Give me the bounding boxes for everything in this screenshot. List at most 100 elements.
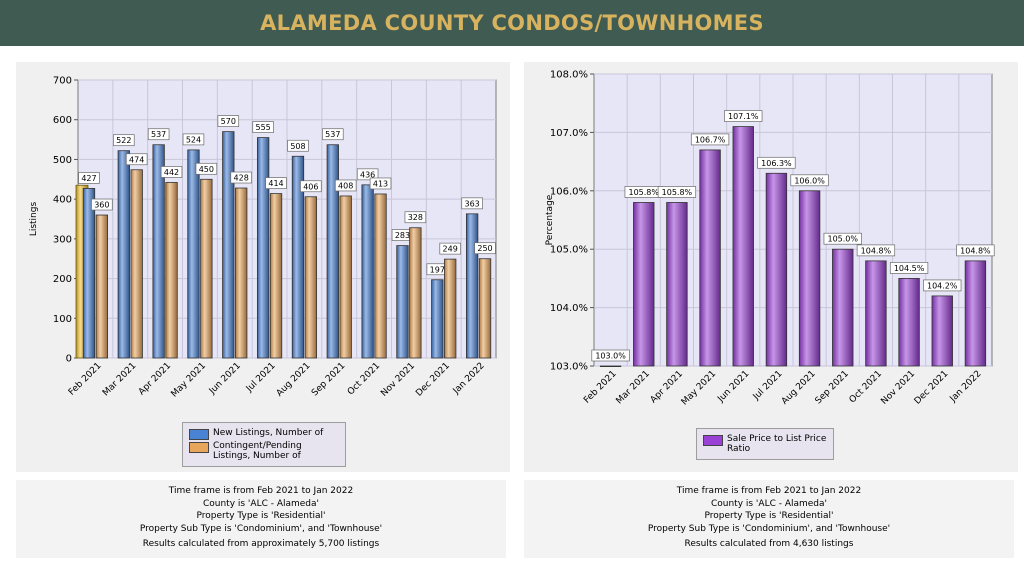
x-tick-label: Dec 2021 xyxy=(913,369,951,407)
legend-item-ratio: Sale Price to List Price Ratio xyxy=(703,434,827,454)
data-label-box xyxy=(78,172,100,184)
x-tick-label: Aug 2021 xyxy=(780,369,818,407)
legend-label-pending-listings: Contingent/Pending Listings, Number of xyxy=(213,441,302,461)
info-results: Results calculated from approximately 5,… xyxy=(142,539,380,549)
bar xyxy=(374,193,387,359)
data-label-box xyxy=(113,134,135,147)
y-tick-label: 200 xyxy=(53,274,72,285)
info-property-subtype: Property Sub Type is 'Condominium', and … xyxy=(647,523,891,534)
y-tick-label: 104.0% xyxy=(550,303,588,314)
data-label-box xyxy=(690,133,730,146)
data-label: 537 xyxy=(151,130,166,139)
ratio-bar-chart: 103.0% 104.0% 105.0% 106.0% 107.0% 108.0% Perc… xyxy=(545,70,995,407)
legend-label-new-listings: New Listings, Number of xyxy=(213,428,324,438)
y-tick-label: 106.0% xyxy=(550,186,588,197)
legend-swatch-ratio xyxy=(703,435,723,446)
data-label: 197 xyxy=(430,265,445,274)
bar xyxy=(165,182,178,359)
data-label-box xyxy=(334,179,357,192)
data-label: 106.0% xyxy=(794,176,825,185)
data-label: 360 xyxy=(94,201,109,210)
data-label-box xyxy=(856,244,896,257)
x-tick-label: Jan 2022 xyxy=(451,361,487,397)
bar xyxy=(444,258,457,359)
y-tick-label: 300 xyxy=(53,234,72,245)
data-label: 508 xyxy=(290,142,305,151)
bar xyxy=(931,295,953,367)
data-label-box xyxy=(217,115,240,127)
legend-swatch-pending-listings xyxy=(189,442,209,453)
data-label-box xyxy=(461,197,483,210)
info-timeframe: Time frame is from Feb 2021 to Jan 2022 xyxy=(676,486,862,496)
data-label: 105.0% xyxy=(827,235,858,244)
bar xyxy=(235,187,248,359)
y-tick-label: 105.0% xyxy=(550,245,588,256)
bar xyxy=(832,248,854,367)
data-label: 428 xyxy=(234,174,249,183)
y-tick-label: 400 xyxy=(53,195,72,206)
y-tick-label: 0 xyxy=(66,354,72,365)
data-label-box xyxy=(369,177,392,190)
legend-item-pending-listings: Contingent/Pending Listings, Number of xyxy=(189,441,339,461)
bar xyxy=(291,155,305,359)
data-label: 105.8% xyxy=(628,188,659,197)
data-label: 104.5% xyxy=(894,264,925,273)
listings-chart-panel: 0 100 200 300 400 500 600 700 Listings 427 360 Feb … xyxy=(16,62,510,472)
bar xyxy=(409,227,422,359)
bar xyxy=(798,190,821,367)
x-tick-label: May 2021 xyxy=(170,361,208,399)
data-label-box xyxy=(265,177,287,189)
bar xyxy=(222,131,235,359)
info-property-type: Property Type is 'Residential' xyxy=(704,511,834,521)
data-label-box xyxy=(147,128,170,141)
data-label-box xyxy=(195,162,218,175)
info-county: County is 'ALC - Alameda' xyxy=(202,498,320,509)
x-tick-label: Sep 2021 xyxy=(310,361,347,398)
info-timeframe: Time frame is from Feb 2021 to Jan 2022 xyxy=(168,486,354,496)
data-label-box xyxy=(439,242,461,255)
y-tick-label: 100 xyxy=(53,314,72,325)
y-axis-label: Percentage xyxy=(545,194,555,245)
y-axis-label: Listings xyxy=(29,202,39,237)
data-label-box xyxy=(889,262,929,274)
data-label: 427 xyxy=(81,174,96,183)
bar xyxy=(339,195,352,359)
bar xyxy=(326,144,339,359)
y-tick-label: 700 xyxy=(53,76,72,87)
x-tick-label: Jul 2021 xyxy=(751,369,785,403)
data-label: 408 xyxy=(338,181,353,190)
bar xyxy=(256,137,270,359)
data-label: 442 xyxy=(164,168,179,177)
x-tick-label: Feb 2021 xyxy=(582,369,619,406)
data-label-box xyxy=(724,110,763,122)
bar xyxy=(361,184,374,359)
y-tick-label: 103.0% xyxy=(550,362,588,373)
data-label: 328 xyxy=(408,213,423,222)
info-county: County is 'ALC - Alameda' xyxy=(710,498,828,509)
x-tick-label: May 2021 xyxy=(680,369,718,407)
x-tick-label: Apr 2021 xyxy=(137,361,173,397)
y-tick-label: 107.0% xyxy=(550,128,588,139)
data-label: 524 xyxy=(186,135,201,144)
listings-legend: New Listings, Number of Contingent/Pendi… xyxy=(182,422,346,467)
x-tick-label: Nov 2021 xyxy=(879,369,917,407)
bar xyxy=(117,150,130,359)
data-label: 363 xyxy=(464,199,479,208)
x-tick-label: Nov 2021 xyxy=(379,361,417,399)
data-label: 570 xyxy=(221,117,236,126)
data-label-box xyxy=(252,121,274,133)
data-label-box xyxy=(160,166,183,178)
bar xyxy=(765,172,788,367)
data-label: 107.1% xyxy=(728,112,759,121)
y-tick-label: 500 xyxy=(53,155,72,166)
data-label-box xyxy=(790,174,829,187)
x-tick-label: Jan 2022 xyxy=(948,369,984,405)
data-label: 522 xyxy=(116,136,131,145)
bar xyxy=(633,202,655,367)
bar xyxy=(130,169,143,359)
listings-info-box: Time frame is from Feb 2021 to Jan 2022 … xyxy=(16,480,506,558)
info-property-subtype: Property Sub Type is 'Condominium', and … xyxy=(139,523,383,534)
bar xyxy=(95,214,109,359)
legend-swatch-new-listings xyxy=(189,429,209,440)
ratio-info-box: Time frame is from Feb 2021 to Jan 2022 … xyxy=(524,480,1014,558)
